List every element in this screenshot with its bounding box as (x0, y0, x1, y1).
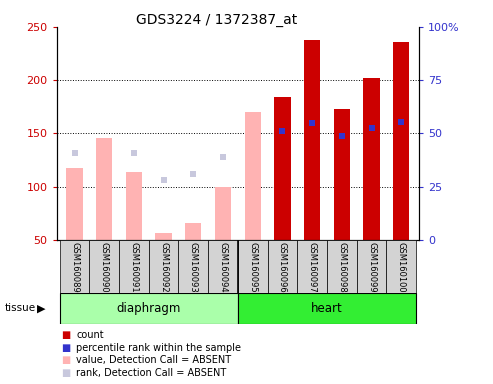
Text: ■: ■ (62, 330, 71, 340)
Text: GSM160098: GSM160098 (337, 242, 346, 292)
Text: tissue: tissue (5, 303, 36, 313)
FancyBboxPatch shape (387, 240, 416, 294)
Bar (393, 42, 409, 240)
FancyBboxPatch shape (89, 240, 119, 294)
Bar (245, 112, 261, 240)
FancyBboxPatch shape (327, 240, 356, 294)
Text: ■: ■ (62, 368, 71, 378)
FancyBboxPatch shape (238, 293, 416, 324)
Text: GSM160099: GSM160099 (367, 242, 376, 292)
Text: heart: heart (311, 302, 343, 315)
Bar (185, 223, 202, 240)
Text: rank, Detection Call = ABSENT: rank, Detection Call = ABSENT (76, 368, 227, 378)
Bar (96, 138, 112, 240)
Text: percentile rank within the sample: percentile rank within the sample (76, 343, 242, 353)
Bar (215, 187, 231, 240)
FancyBboxPatch shape (297, 240, 327, 294)
Bar (363, 78, 380, 240)
Text: value, Detection Call = ABSENT: value, Detection Call = ABSENT (76, 355, 232, 365)
Bar (274, 97, 290, 240)
Text: GSM160096: GSM160096 (278, 242, 287, 292)
Text: ■: ■ (62, 343, 71, 353)
Bar (304, 40, 320, 240)
Text: GSM160097: GSM160097 (308, 242, 317, 292)
Text: GSM160091: GSM160091 (130, 242, 139, 292)
Bar (126, 172, 142, 240)
Text: GSM160089: GSM160089 (70, 242, 79, 292)
Text: ■: ■ (62, 355, 71, 365)
Bar (334, 109, 350, 240)
FancyBboxPatch shape (238, 240, 268, 294)
Text: GSM160094: GSM160094 (218, 242, 228, 292)
Text: diaphragm: diaphragm (116, 302, 181, 315)
FancyBboxPatch shape (60, 293, 238, 324)
FancyBboxPatch shape (60, 240, 89, 294)
Bar (155, 233, 172, 240)
FancyBboxPatch shape (208, 240, 238, 294)
FancyBboxPatch shape (356, 240, 387, 294)
Text: GSM160092: GSM160092 (159, 242, 168, 292)
Text: GDS3224 / 1372387_at: GDS3224 / 1372387_at (136, 13, 298, 27)
FancyBboxPatch shape (268, 240, 297, 294)
Text: ▶: ▶ (37, 303, 45, 313)
Text: GSM160100: GSM160100 (397, 242, 406, 292)
Text: GSM160093: GSM160093 (189, 242, 198, 292)
Text: GSM160095: GSM160095 (248, 242, 257, 292)
Text: count: count (76, 330, 104, 340)
FancyBboxPatch shape (119, 240, 149, 294)
Text: GSM160090: GSM160090 (100, 242, 109, 292)
Bar (67, 167, 83, 240)
FancyBboxPatch shape (149, 240, 178, 294)
FancyBboxPatch shape (178, 240, 208, 294)
